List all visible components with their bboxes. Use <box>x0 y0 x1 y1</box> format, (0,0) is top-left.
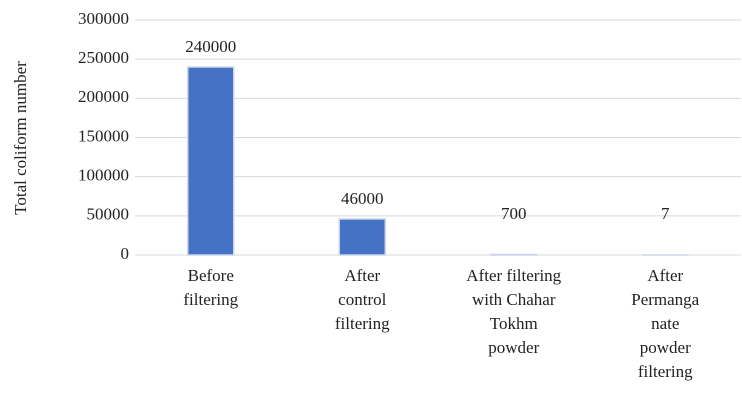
data-label: 46000 <box>341 189 384 208</box>
x-tick-label: powder <box>488 338 539 357</box>
y-tick-label: 300000 <box>78 9 129 28</box>
x-tick-label: Tokhm <box>490 314 538 333</box>
x-tick-label: filtering <box>638 362 693 381</box>
x-tick-label: After <box>647 266 683 285</box>
data-label: 240000 <box>185 37 236 56</box>
y-tick-label: 100000 <box>78 166 129 185</box>
y-tick-label: 50000 <box>87 205 130 224</box>
data-label: 700 <box>501 204 527 223</box>
bar <box>490 253 538 256</box>
y-tick-label: 200000 <box>78 87 129 106</box>
bar <box>338 218 386 256</box>
x-tick-label: After filtering <box>466 266 561 285</box>
x-tick-label: filtering <box>335 314 390 333</box>
x-tick-label: powder <box>640 338 691 357</box>
x-tick-label: After <box>344 266 380 285</box>
x-tick-label: filtering <box>183 290 238 309</box>
y-tick-label: 250000 <box>78 48 129 67</box>
bar <box>187 66 235 256</box>
x-tick-label: control <box>338 290 386 309</box>
y-axis-label: Total coliform number <box>11 61 30 215</box>
data-label: 7 <box>661 204 670 223</box>
y-tick-label: 150000 <box>78 126 129 145</box>
y-tick-label: 0 <box>121 244 130 263</box>
x-tick-label: Permanga <box>631 290 699 309</box>
x-tick-label: Before <box>188 266 234 285</box>
x-tick-label: nate <box>651 314 679 333</box>
x-tick-label: with Chahar <box>472 290 556 309</box>
